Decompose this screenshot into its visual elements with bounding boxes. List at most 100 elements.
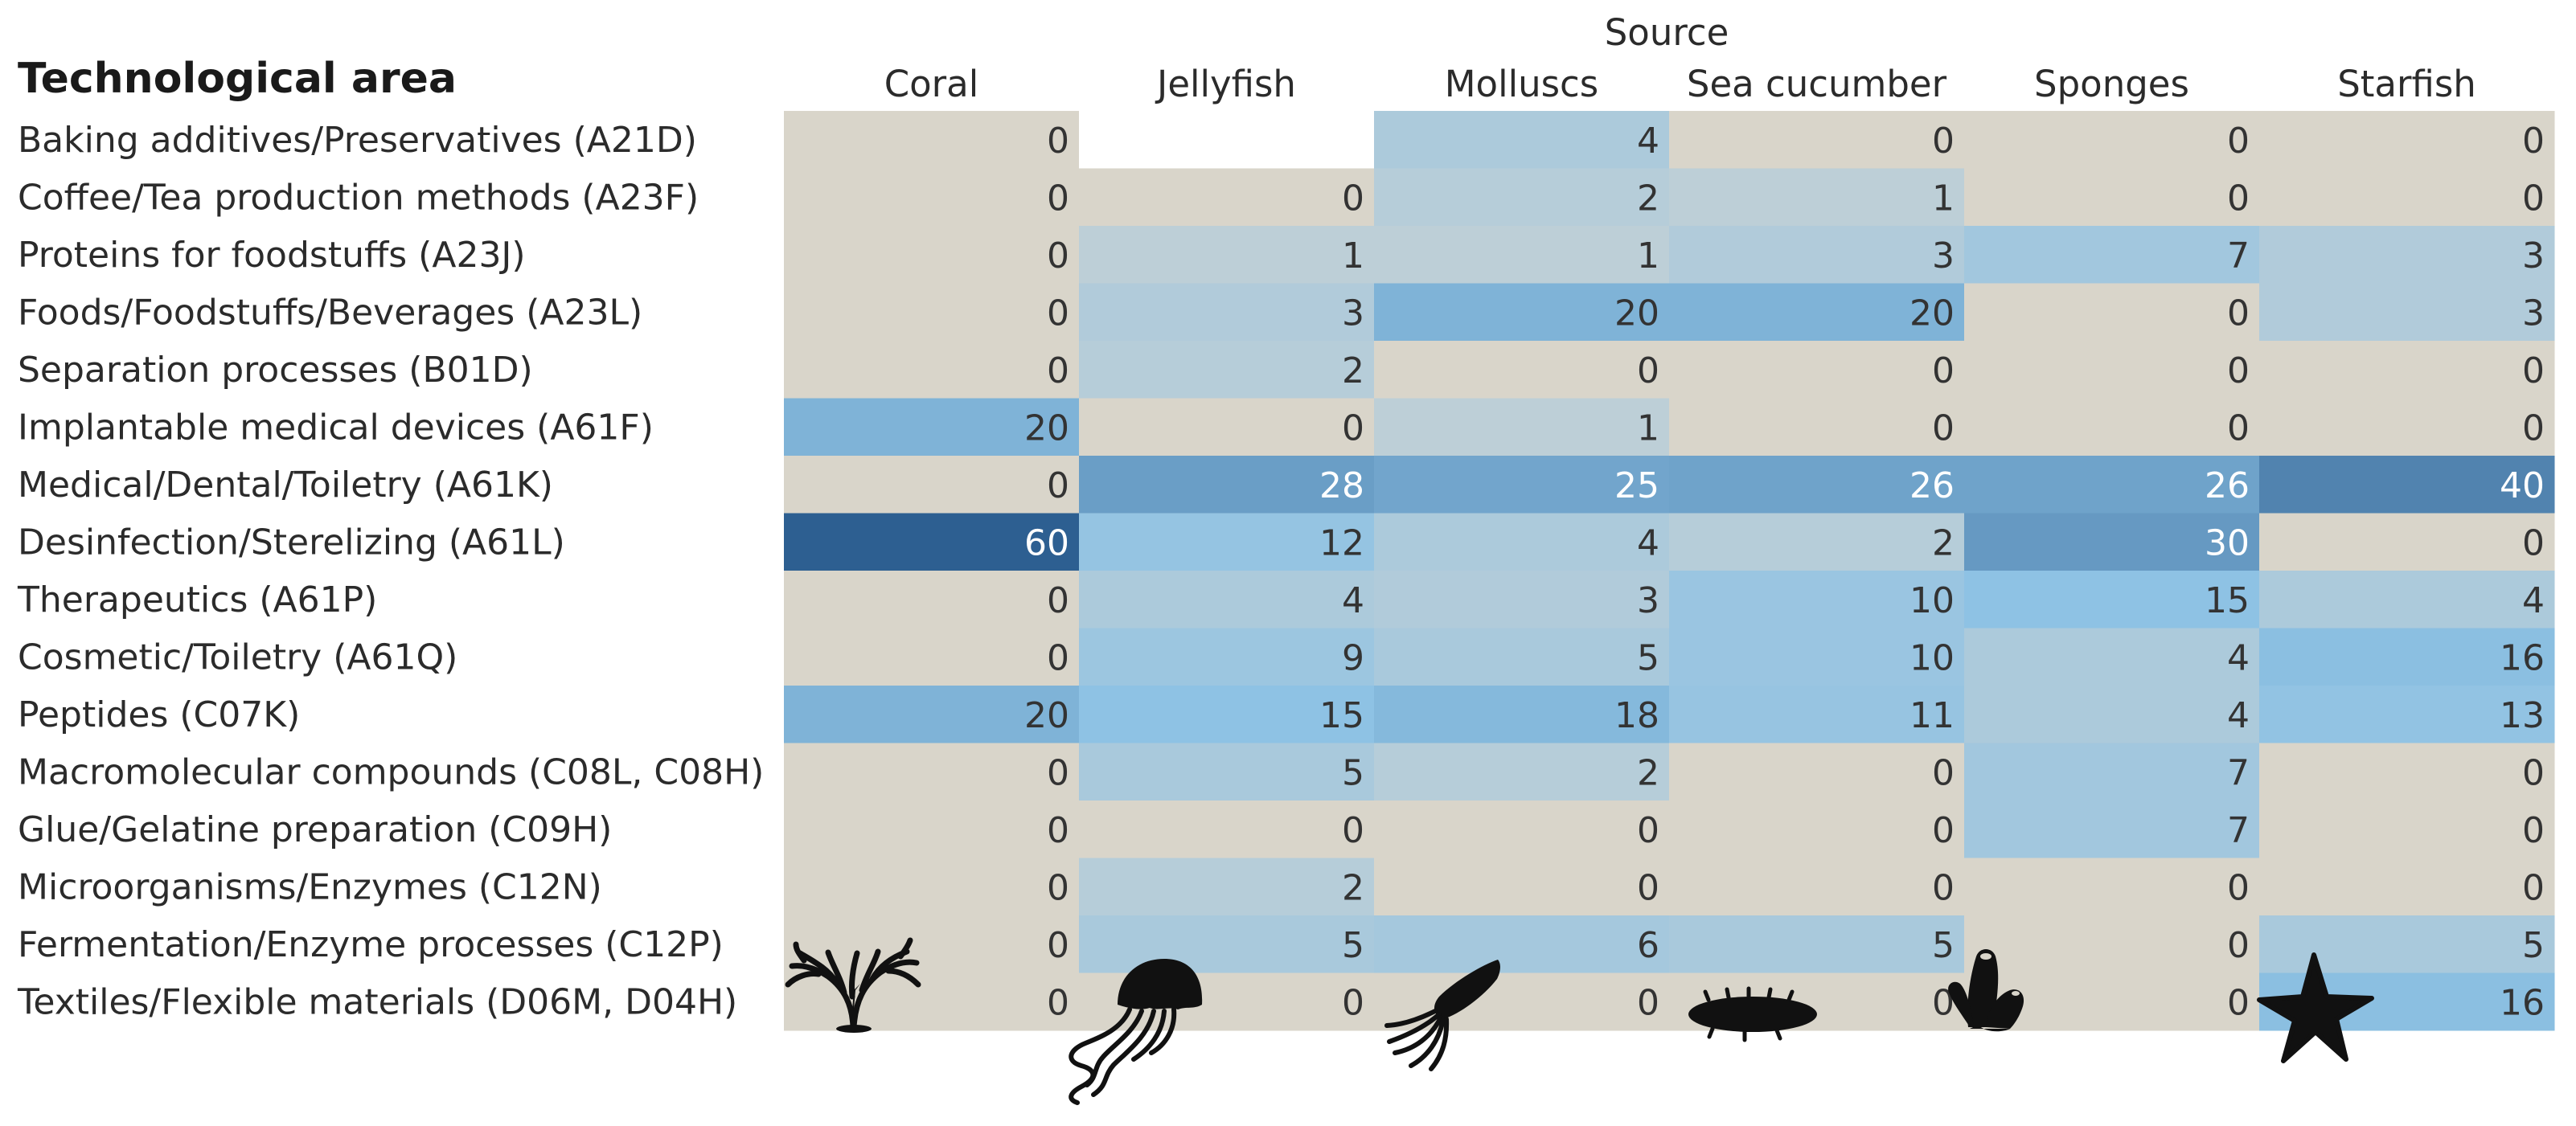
heatmap-cell (1374, 800, 1670, 858)
heatmap-cell (1669, 858, 1965, 916)
jellyfish-icon (1069, 959, 1203, 1105)
cell-value-label: 7 (2227, 752, 2250, 793)
heatmap-cell (1669, 341, 1965, 399)
column-label: Sea cucumber (1687, 63, 1947, 105)
cell-value-label: 0 (1342, 407, 1364, 448)
cell-value-label: 4 (1342, 580, 1364, 621)
heatmap-cell (1669, 915, 1965, 973)
source-icons (785, 937, 2374, 1105)
cell-value-label: 0 (2522, 867, 2545, 908)
row-labels: Baking additives/Preservatives (A21D) Cof… (17, 120, 764, 1023)
cell-value-label: 5 (1932, 925, 1955, 966)
heatmap-cell (1079, 743, 1375, 801)
heatmap-cell (1374, 456, 1670, 514)
row-label: Medical/Dental/Toiletry (A61K) (18, 465, 553, 506)
row-label: Implantable medical devices (A61F) (18, 407, 654, 448)
heatmap-cell (1669, 168, 1965, 227)
cell-value-label: 0 (2522, 522, 2545, 563)
heatmap-cell (784, 915, 1080, 973)
heatmap-cell (1964, 341, 2260, 399)
row-label: Desinfection/Sterelizing (A61L) (18, 522, 565, 563)
cell-value-label: 7 (2227, 810, 2250, 851)
heatmap-cell (1374, 226, 1670, 284)
cell-value-label: 0 (2522, 810, 2545, 851)
cell-value-label: 1 (1637, 407, 1659, 448)
cell-value-label: 15 (1319, 695, 1364, 736)
column-label: Jellyfish (1155, 63, 1296, 105)
cell-value-label: 0 (2227, 121, 2250, 162)
heatmap-cell (2259, 513, 2555, 571)
heatmap-cell (784, 456, 1080, 514)
heatmap-cell (1079, 168, 1375, 227)
cell-value-label: 11 (1909, 695, 1955, 736)
cell-value-label: 26 (2205, 465, 2250, 506)
heatmap-cell (1964, 915, 2260, 973)
heatmap-cell (1374, 628, 1670, 686)
heatmap-cell (2259, 686, 2555, 743)
heatmap-cell (1374, 513, 1670, 571)
cell-value-label: 1 (1932, 178, 1955, 219)
heatmap-cell (1079, 800, 1375, 858)
cell-value-label: 0 (1342, 810, 1364, 851)
heatmap-cell (784, 226, 1080, 284)
heatmap-cell (1079, 628, 1375, 686)
heatmap-cell (1079, 341, 1375, 399)
heatmap-cell (784, 168, 1080, 227)
heatmap-cell (2259, 283, 2555, 342)
cell-value-label: 0 (1047, 235, 1069, 276)
cell-value-label: 10 (1909, 637, 1955, 678)
cell-value-label: 3 (1637, 580, 1659, 621)
cell-value-label: 2 (1932, 522, 1955, 563)
heatmap-cell (1964, 398, 2260, 457)
cell-value-label: 1 (1342, 235, 1364, 276)
cell-value-label: 5 (1637, 637, 1659, 678)
heatmap-cell (2259, 456, 2555, 514)
cell-value-label: 4 (2522, 580, 2545, 621)
cell-value-label: 3 (1932, 235, 1955, 276)
heatmap-cell (1964, 686, 2260, 743)
heatmap-cell (784, 283, 1080, 342)
heatmap-cell (1669, 456, 1965, 514)
cell-value-label: 28 (1319, 465, 1364, 506)
row-label: Separation processes (B01D) (18, 350, 533, 391)
cell-value-label: 12 (1319, 522, 1364, 563)
cell-value-label: 4 (2227, 695, 2250, 736)
heatmap-cell (2259, 858, 2555, 916)
column-label: Sponges (2034, 63, 2189, 105)
cell-value-label: 5 (1342, 752, 1364, 793)
heatmap-cell (2259, 915, 2555, 973)
heatmap-cell (2259, 226, 2555, 284)
heatmap-cells: 0 4 0 0 00 0 2 1 0 00 1 1 3 7 30 3 20 20 0 30 2 0 0 0 020 0 1 0 0 00 2… (784, 111, 2555, 1031)
cell-value-label: 1 (1637, 235, 1659, 276)
heatmap-cell (1079, 858, 1375, 916)
cell-value-label: 13 (2500, 695, 2545, 736)
cell-value-label: 0 (2227, 407, 2250, 448)
cell-value-label: 7 (2227, 235, 2250, 276)
row-label: Microorganisms/Enzymes (C12N) (18, 866, 602, 907)
heatmap-cell (1964, 513, 2260, 571)
cell-value-label: 0 (1047, 293, 1069, 334)
cell-value-label: 25 (1614, 465, 1659, 506)
cell-value-label: 3 (2522, 235, 2545, 276)
cell-value-label: 40 (2500, 465, 2545, 506)
heatmap-cell (1079, 283, 1375, 342)
cell-value-label: 15 (2205, 580, 2250, 621)
cell-value-label: 0 (1342, 982, 1364, 1023)
column-label: Coral (884, 63, 979, 105)
heatmap-cell (1669, 226, 1965, 284)
sea-cucumber-icon (1688, 986, 1817, 1042)
cell-value-label: 2 (1342, 867, 1364, 908)
row-header-title: Technological area (18, 55, 457, 103)
cell-value-label: 20 (1909, 293, 1955, 334)
cell-value-label: 0 (2227, 178, 2250, 219)
cell-value-label: 20 (1024, 695, 1069, 736)
cell-value-label: 0 (1047, 465, 1069, 506)
cell-value-label: 6 (1637, 925, 1659, 966)
cell-value-label: 0 (2227, 350, 2250, 391)
heatmap-cell (1669, 513, 1965, 571)
cell-value-label: 0 (2522, 350, 2545, 391)
cell-value-label: 0 (1047, 350, 1069, 391)
row-label: Therapeutics (A61P) (17, 579, 377, 620)
heatmap-cell (1079, 915, 1375, 973)
